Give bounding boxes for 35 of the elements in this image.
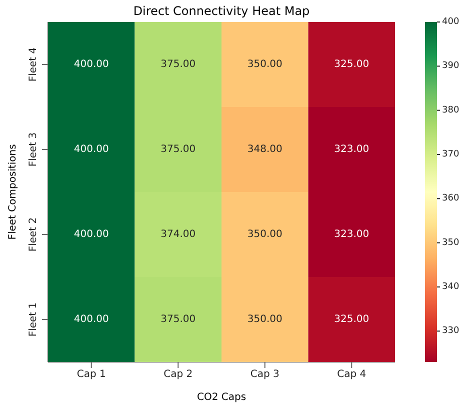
data-label: 375.00: [160, 59, 196, 70]
color-bar-label: 330: [442, 326, 460, 336]
x-tick-label: Cap 1: [76, 369, 106, 380]
chart-title: Direct Connectivity Heat Map: [132, 4, 311, 18]
color-bar-label: 350: [442, 238, 460, 248]
data-label: 350.00: [247, 59, 282, 70]
color-bar-label: 400: [442, 17, 460, 27]
data-label: 348.00: [247, 144, 282, 155]
data-label: 350.00: [247, 229, 282, 240]
data-label: 325.00: [334, 314, 370, 325]
data-label: 400.00: [74, 144, 109, 155]
color-bar-label: 340: [442, 282, 460, 292]
y-tick-label: Fleet 4: [28, 47, 39, 82]
data-label: 375.00: [160, 144, 196, 155]
x-tick-label: Cap 2: [164, 369, 193, 380]
data-label: 325.00: [334, 59, 370, 70]
x-tick-label: Cap 3: [250, 369, 280, 380]
y-tick-label: Fleet 2: [28, 217, 39, 252]
color-bar-label: 380: [442, 105, 460, 116]
x-axis-title: CO2 Caps: [196, 392, 246, 403]
color-bar-label: 370: [442, 149, 460, 160]
color-bar-label: 360: [442, 194, 460, 204]
data-label: 400.00: [74, 314, 109, 325]
x-tick-label: Cap 4: [337, 369, 366, 380]
y-tick-label: Fleet 1: [28, 302, 39, 337]
data-label: 323.00: [334, 144, 370, 155]
data-label: 400.00: [74, 59, 109, 70]
data-label: 323.00: [334, 229, 370, 240]
y-tick-label: Fleet 3: [28, 132, 39, 167]
data-label: 400.00: [74, 229, 109, 240]
y-axis-title: Fleet Compositions: [8, 144, 19, 240]
data-label: 350.00: [247, 314, 282, 325]
data-label: 375.00: [160, 314, 196, 325]
data-label: 374.00: [160, 229, 196, 240]
color-bar-label: 390: [442, 61, 460, 72]
